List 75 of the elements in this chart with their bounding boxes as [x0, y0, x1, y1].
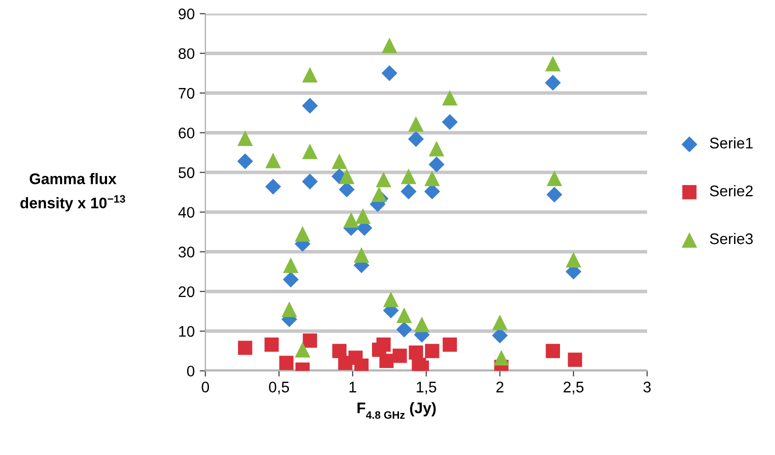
- point: [279, 356, 294, 370]
- legend-label: Serie1: [710, 137, 753, 148]
- point: [338, 168, 354, 184]
- x-tick-label: 1: [350, 382, 356, 392]
- y-tick-label: 40: [178, 206, 194, 218]
- point: [546, 170, 562, 186]
- point: [348, 350, 363, 365]
- point: [376, 172, 392, 188]
- point: [400, 184, 416, 200]
- y-tick-label: 90: [178, 8, 194, 20]
- point: [302, 174, 318, 190]
- point: [332, 154, 348, 170]
- point: [428, 156, 444, 172]
- point: [294, 342, 310, 358]
- point: [568, 352, 582, 367]
- point: [396, 308, 412, 324]
- point: [546, 186, 562, 203]
- point: [383, 292, 399, 308]
- point: [371, 186, 387, 202]
- x-tick-label: 0: [202, 382, 210, 392]
- point: [382, 38, 398, 54]
- x-tick-label: 2: [496, 382, 504, 392]
- point: [392, 348, 407, 363]
- legend-label: Serie3: [710, 232, 753, 244]
- point: [302, 67, 318, 83]
- point: [408, 116, 424, 132]
- x-tick-label: 0,5: [268, 382, 289, 394]
- point: [302, 144, 318, 160]
- point: [442, 90, 458, 106]
- point: [494, 350, 510, 366]
- point: [408, 131, 424, 147]
- point: [265, 152, 281, 168]
- y-tick-label: 80: [178, 48, 194, 60]
- point: [264, 338, 279, 352]
- point: [265, 178, 282, 195]
- point: [282, 302, 298, 318]
- point: [428, 140, 444, 156]
- point: [237, 153, 254, 170]
- point: [442, 114, 458, 130]
- point: [372, 342, 386, 357]
- point: [343, 212, 359, 228]
- point: [566, 252, 582, 268]
- point: [302, 98, 318, 114]
- point: [442, 338, 457, 352]
- point: [544, 74, 561, 91]
- point: [294, 226, 310, 242]
- point: [424, 170, 440, 186]
- point: [283, 257, 299, 274]
- x-tick-label: 1,5: [416, 382, 436, 394]
- point: [238, 340, 252, 355]
- x-tick-label: 2,5: [564, 382, 584, 394]
- legend-label: Serie2: [710, 185, 753, 196]
- y-tick-label: 70: [178, 88, 194, 99]
- point: [282, 272, 299, 288]
- point: [396, 322, 412, 338]
- y-tick-label: 50: [178, 167, 194, 178]
- x-tick-label: 3: [643, 382, 651, 392]
- x-axis-title: F4.8 GHz (Jy): [358, 402, 436, 419]
- point: [414, 316, 430, 332]
- y-tick-label: 30: [178, 246, 194, 258]
- point: [546, 344, 560, 358]
- y-tick-label: 60: [178, 128, 194, 138]
- point: [545, 56, 561, 72]
- y-tick-label: 20: [178, 286, 194, 298]
- point: [355, 208, 371, 224]
- point: [237, 130, 253, 146]
- point: [425, 344, 440, 358]
- y-axis-title: Gamma flux density x 10$^{−13}$: [20, 173, 126, 212]
- point: [492, 314, 508, 330]
- y-tick-label: 0: [187, 366, 194, 377]
- point: [400, 168, 416, 184]
- y-tick-label: 10: [179, 326, 194, 337]
- point: [302, 334, 318, 348]
- point: [354, 247, 370, 263]
- point: [382, 65, 398, 82]
